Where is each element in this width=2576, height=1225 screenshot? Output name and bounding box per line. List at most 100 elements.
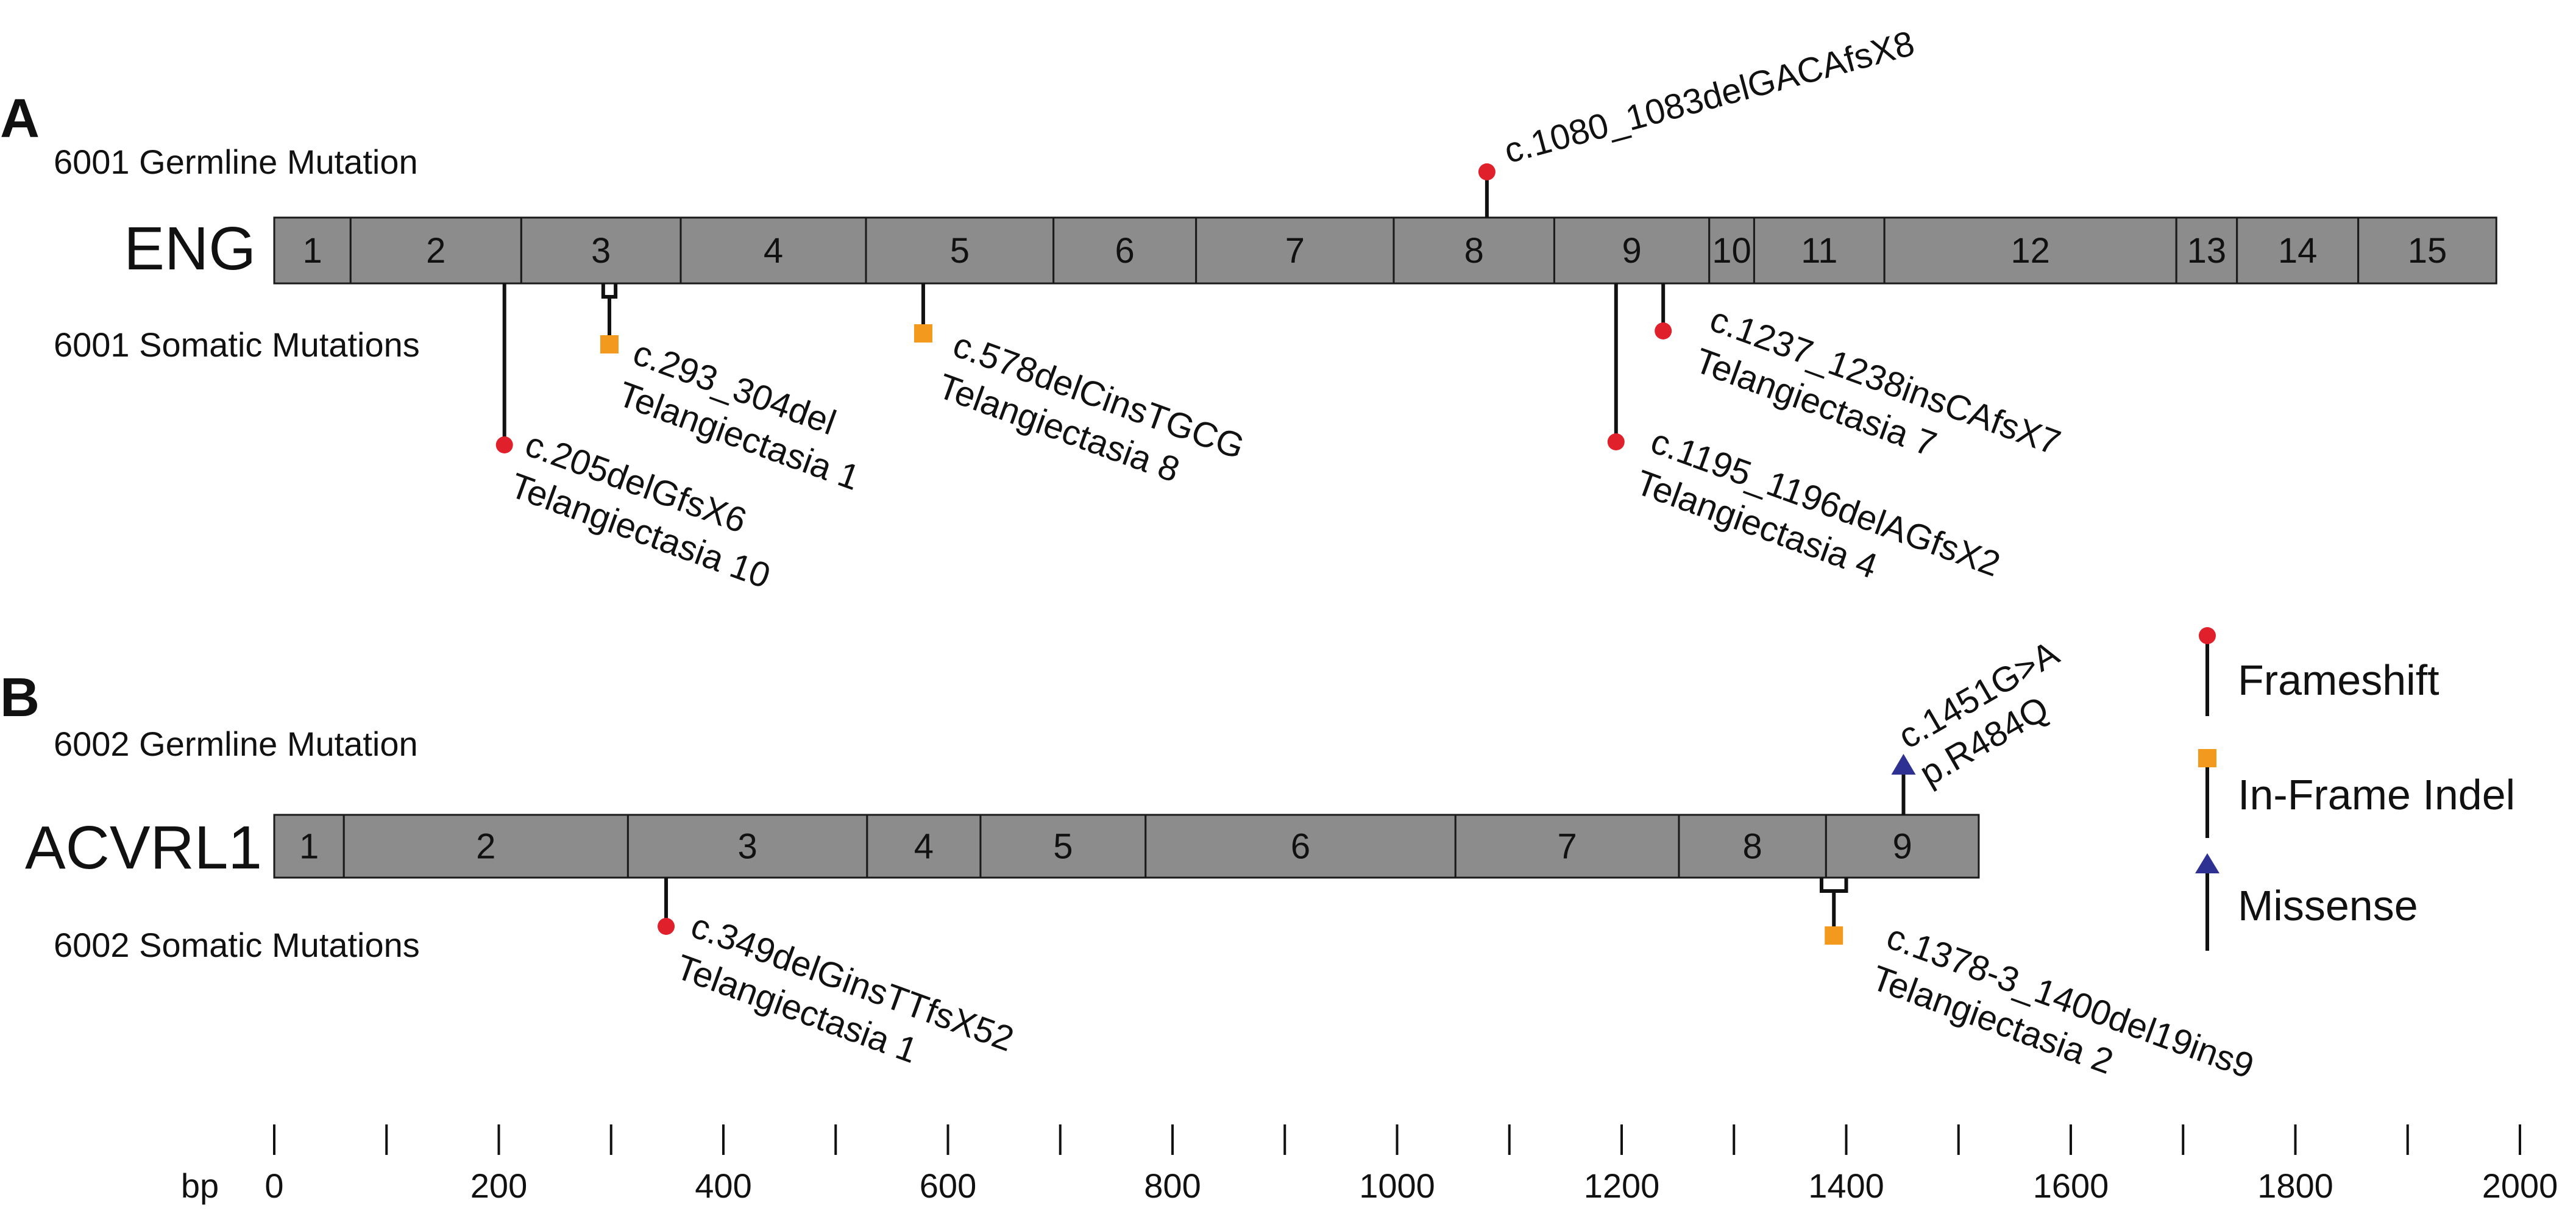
inframe-indel-marker [600, 335, 619, 353]
exon-label: 9 [1892, 827, 1912, 867]
axis-tick-label: 2000 [2482, 1166, 2558, 1205]
exon-label: 4 [764, 231, 783, 271]
panel-a: A 6001 Germline Mutation ENG 6001 Somati… [0, 23, 2497, 625]
panel-a-gene-name: ENG [124, 215, 256, 283]
axis-tick-label: 800 [1144, 1166, 1201, 1205]
frameshift-marker [658, 918, 675, 935]
exon-box [1825, 814, 1980, 879]
exon-label: 6 [1115, 231, 1135, 271]
exon-box [1678, 814, 1827, 879]
exon-label: 3 [591, 231, 611, 271]
exon-label: 12 [2010, 231, 2050, 271]
exon-label: 5 [1053, 827, 1073, 867]
inframe-square-icon [2198, 749, 2216, 767]
bp-axis: bp 0 200 400 600 800 1000 1200 1400 1600 1800 2000 [181, 1124, 2558, 1205]
exon-label: 1 [299, 827, 319, 867]
exon-box [273, 216, 352, 285]
mutation-label: c.1195_1196delAGfsX2Telangiectasia 4 [1631, 421, 2006, 625]
exon-label: 8 [1743, 827, 1762, 867]
mutation-label: c.1080_1083delGACAfsX8 [1500, 23, 1918, 171]
panel-b-germline-label: 6002 Germline Mutation [54, 725, 418, 763]
legend-inframe-label: In-Frame Indel [2238, 771, 2515, 818]
exon-label: 9 [1622, 231, 1641, 271]
exon-box [520, 216, 682, 285]
exon-label: 7 [1558, 827, 1577, 867]
frameshift-circle-icon [2199, 627, 2216, 644]
axis-tick-label: 1000 [1359, 1166, 1435, 1205]
exon-label: 3 [737, 827, 757, 867]
exon-label: 6 [1291, 827, 1310, 867]
exon-box [1708, 216, 1755, 285]
panel-a-letter: A [0, 88, 40, 149]
frameshift-marker [1478, 163, 1496, 180]
exon-box [1393, 216, 1555, 285]
panel-b-letter: B [0, 667, 40, 728]
axis-tick-label: 1800 [2257, 1166, 2333, 1205]
exon-box [2357, 216, 2497, 285]
exon-label: 10 [1712, 231, 1751, 271]
exon-label: 1 [303, 231, 322, 271]
panel-a-germline-label: 6001 Germline Mutation [54, 143, 418, 181]
legend-missense: Missense [2195, 853, 2418, 951]
panel-a-somatic-label: 6001 Somatic Mutations [54, 325, 420, 364]
inframe-indel-marker [1825, 926, 1843, 945]
exon-box [1195, 216, 1395, 285]
mutation-label: c.578delCinsTGCGTelangiectasia 8 [933, 325, 1249, 508]
exon-label: 4 [914, 827, 934, 867]
exon-box [866, 814, 982, 879]
axis-tick-label: 600 [920, 1166, 976, 1205]
legend: Frameshift In-Frame Indel Missense [2195, 627, 2515, 951]
axis-unit-label: bp [181, 1166, 219, 1205]
exon-box [1052, 216, 1198, 285]
frameshift-marker [495, 436, 513, 453]
axis-tick-label: 400 [695, 1166, 751, 1205]
axis-tick-label: 1400 [1808, 1166, 1884, 1205]
exon-label: 8 [1464, 231, 1484, 271]
mutation-label: c.349delGinsTTfsX52Telangiectasia 1 [671, 906, 1019, 1100]
legend-frameshift-label: Frameshift [2238, 656, 2439, 704]
legend-inframe: In-Frame Indel [2198, 749, 2515, 838]
exon-label: 13 [2187, 231, 2227, 271]
panel-b-gene-name: ACVRL1 [25, 814, 262, 882]
exon-box [1883, 216, 2177, 285]
inframe-indel-marker [914, 324, 932, 343]
exon-label: 2 [476, 827, 495, 867]
axis-tick-label: 200 [470, 1166, 527, 1205]
eng-exon-track: 1 2 3 4 5 6 7 8 9 10 11 12 13 14 15 [273, 216, 2497, 285]
mutation-label: c.1378-3_1400del19ins9Telangiectasia 2 [1867, 917, 2259, 1127]
exon-label: 2 [426, 231, 445, 271]
deletion-span-bracket [601, 283, 618, 299]
exon-label: 15 [2408, 231, 2447, 271]
exon-label: 5 [950, 231, 970, 271]
legend-frameshift: Frameshift [2199, 627, 2439, 716]
acvrl1-mutations: c.1451G>Ap.R484Q c.349delGinsTTfsX52Telan… [658, 633, 2259, 1127]
exon-box [865, 216, 1055, 285]
exon-box [273, 814, 345, 879]
exon-label: 11 [1801, 231, 1837, 271]
missense-marker [1891, 754, 1916, 775]
mutation-label: c.1451G>Ap.R484Q [1892, 633, 2087, 794]
axis-tick-label: 1600 [2033, 1166, 2109, 1205]
axis-tick-label: 1200 [1584, 1166, 1660, 1205]
exon-box [342, 814, 629, 879]
exon-box [1553, 216, 1711, 285]
exon-label: 14 [2278, 231, 2318, 271]
exon-box [1144, 814, 1457, 879]
exon-box [2175, 216, 2238, 285]
exon-box [1454, 814, 1680, 879]
axis-tick-label: 0 [264, 1166, 283, 1205]
eng-mutations: c.1080_1083delGACAfsX8c.205delGfsX6Telan… [495, 23, 2065, 625]
deletion-span-bracket [1819, 878, 1848, 893]
exon-box [979, 814, 1147, 879]
frameshift-marker [1655, 322, 1672, 339]
legend-missense-label: Missense [2238, 882, 2418, 929]
missense-triangle-icon [2195, 853, 2219, 873]
frameshift-marker [1607, 433, 1625, 450]
exon-box [626, 814, 868, 879]
exon-box [2236, 216, 2360, 285]
acvrl1-exon-track: 1 2 3 4 5 6 7 8 9 [273, 814, 1980, 879]
panel-b: B 6002 Germline Mutation ACVRL1 6002 Som… [0, 633, 2259, 1127]
panel-b-somatic-label: 6002 Somatic Mutations [54, 926, 420, 964]
exon-label: 7 [1285, 231, 1305, 271]
